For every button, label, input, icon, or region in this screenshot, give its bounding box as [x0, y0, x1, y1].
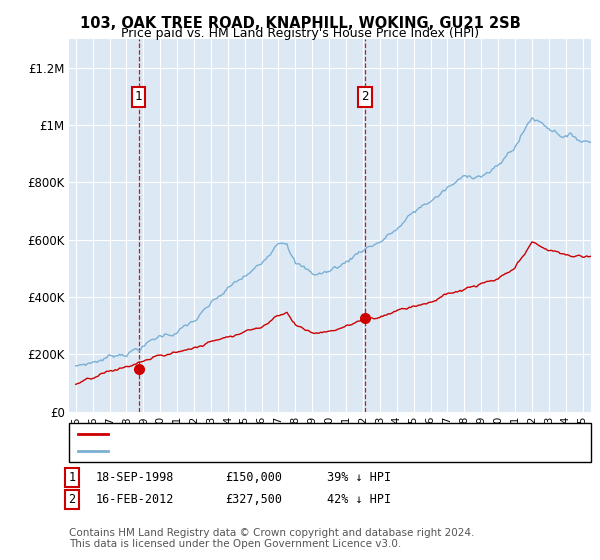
Text: £327,500: £327,500 [225, 493, 282, 506]
Text: HPI: Average price, detached house, Woking: HPI: Average price, detached house, Woki… [114, 446, 361, 456]
Text: 103, OAK TREE ROAD, KNAPHILL, WOKING, GU21 2SB (detached house): 103, OAK TREE ROAD, KNAPHILL, WOKING, GU… [114, 429, 514, 439]
Text: 2: 2 [68, 493, 76, 506]
Text: 103, OAK TREE ROAD, KNAPHILL, WOKING, GU21 2SB: 103, OAK TREE ROAD, KNAPHILL, WOKING, GU… [80, 16, 520, 31]
Text: Price paid vs. HM Land Registry's House Price Index (HPI): Price paid vs. HM Land Registry's House … [121, 27, 479, 40]
Text: 18-SEP-1998: 18-SEP-1998 [96, 470, 175, 484]
Text: Contains HM Land Registry data © Crown copyright and database right 2024.
This d: Contains HM Land Registry data © Crown c… [69, 528, 475, 549]
Text: 39% ↓ HPI: 39% ↓ HPI [327, 470, 391, 484]
Text: 2: 2 [361, 90, 369, 104]
Text: £150,000: £150,000 [225, 470, 282, 484]
Text: 1: 1 [135, 90, 142, 104]
Text: 1: 1 [68, 470, 76, 484]
Text: 42% ↓ HPI: 42% ↓ HPI [327, 493, 391, 506]
Text: 16-FEB-2012: 16-FEB-2012 [96, 493, 175, 506]
